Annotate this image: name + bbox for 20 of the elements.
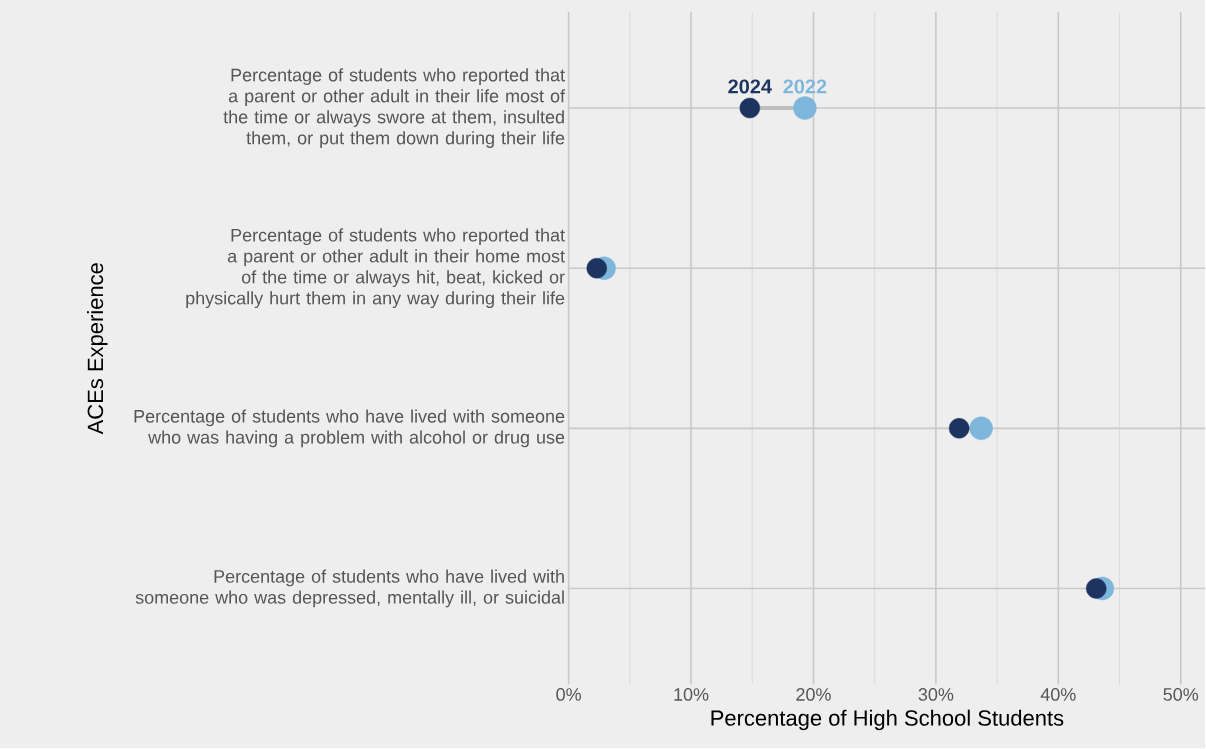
y-axis-title: ACEs Experience	[87, 263, 108, 435]
y-tick-label: Percentage of students who reported that a parent or other adult in their life most of the time or always swore at them, insulted them, or put them down during their life	[223, 68, 566, 149]
point	[586, 258, 607, 279]
series-label: 2022	[783, 79, 827, 94]
y-tick-label: Percentage of students who have lived with someone who was depressed, mentally ill, or suicidal	[135, 569, 564, 608]
point	[969, 416, 993, 441]
series-label: 2024	[728, 79, 772, 94]
x-tick-label: 30%	[918, 688, 954, 702]
x-tick-label: 40%	[1040, 688, 1076, 702]
y-tick-label: Percentage of students who have lived with someone who was having a problem with alcohol or drug use	[134, 409, 565, 448]
point	[1086, 578, 1107, 599]
x-tick-label: 0%	[556, 688, 581, 702]
point	[793, 96, 817, 121]
y-tick-label: Percentage of students who reported that a parent or other adult in their home most of the time or always hit, beat, kicked or physically hurt them in any way during their life	[186, 228, 565, 309]
x-tick-label: 10%	[674, 688, 709, 702]
x-tick-label: 20%	[796, 688, 831, 702]
point	[739, 98, 760, 119]
x-axis-title: Percentage of High School Students	[711, 709, 1064, 731]
point	[948, 418, 970, 439]
x-tick-label: 50%	[1163, 688, 1199, 702]
